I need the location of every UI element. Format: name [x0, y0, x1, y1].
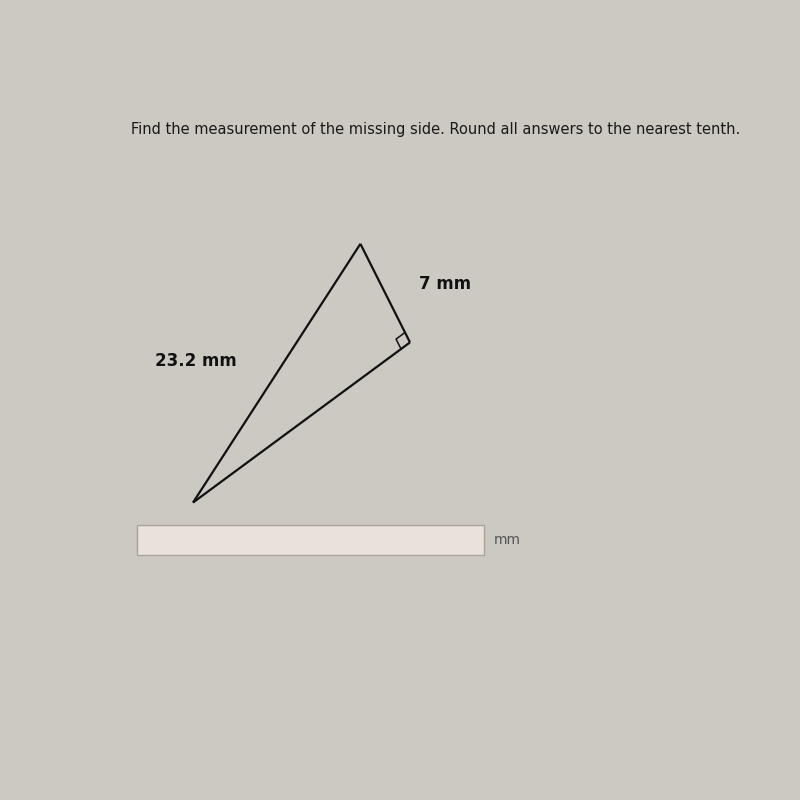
- Text: Find the measurement of the missing side. Round all answers to the nearest tenth: Find the measurement of the missing side…: [131, 122, 740, 138]
- Text: mm: mm: [494, 533, 521, 547]
- Text: 23.2 mm: 23.2 mm: [154, 352, 237, 370]
- Text: 7 mm: 7 mm: [419, 275, 471, 293]
- Bar: [138, 526, 485, 555]
